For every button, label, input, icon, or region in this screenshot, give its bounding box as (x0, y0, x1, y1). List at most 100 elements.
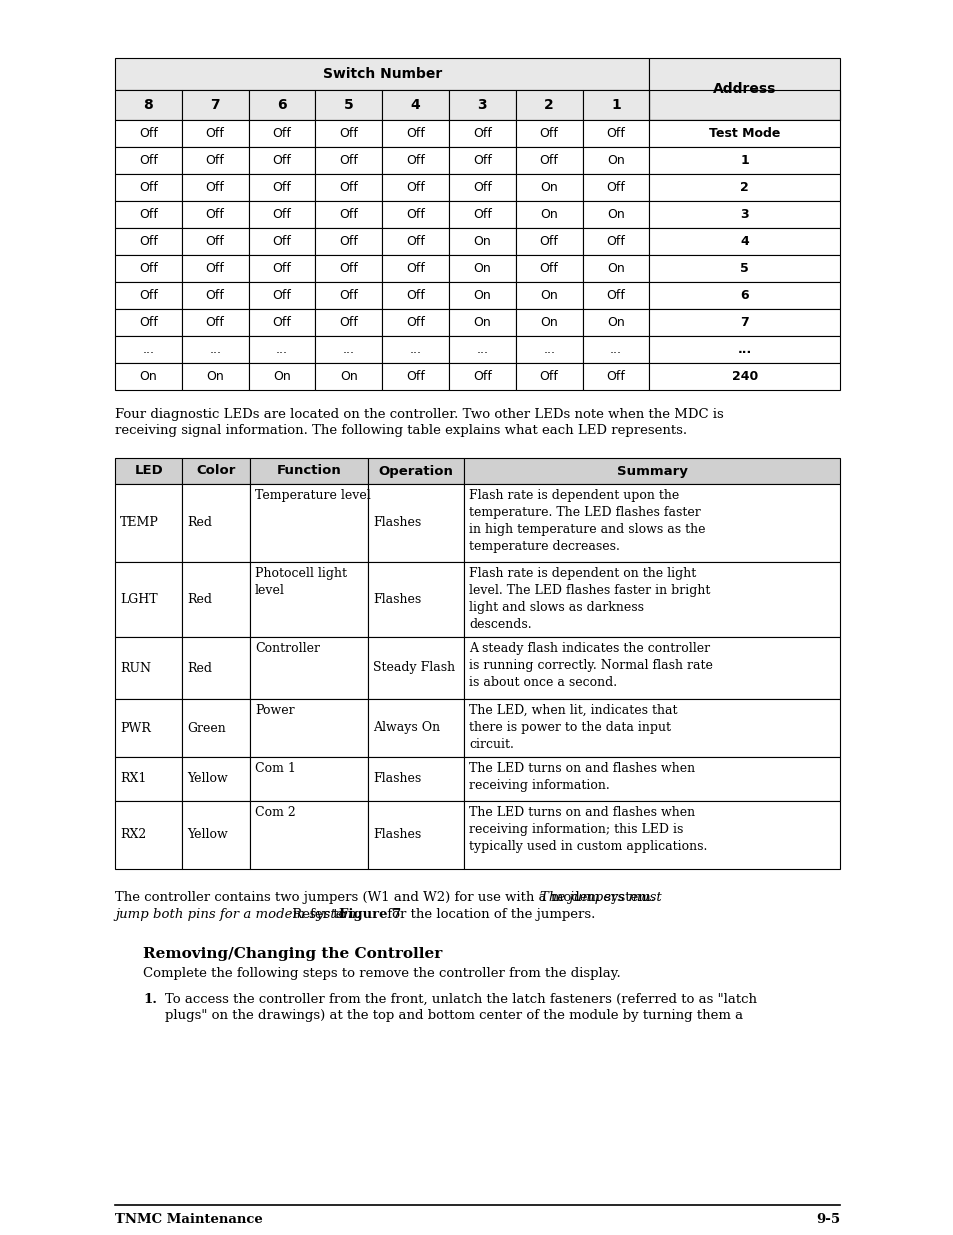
Text: 7: 7 (211, 98, 220, 112)
Text: ...: ... (409, 343, 421, 356)
Bar (382, 228, 449, 254)
Text: Off: Off (406, 207, 424, 221)
Bar (182, 120, 249, 147)
Text: Off: Off (339, 316, 357, 329)
Text: LGHT: LGHT (120, 593, 157, 606)
Text: On: On (606, 207, 624, 221)
Bar (115, 637, 182, 699)
Bar (582, 174, 649, 201)
Bar (516, 363, 582, 390)
Bar (115, 484, 182, 562)
Text: Off: Off (606, 127, 625, 140)
Text: On: On (539, 182, 558, 194)
Bar (382, 309, 449, 336)
Text: To access the controller from the front, unlatch the latch fasteners (referred t: To access the controller from the front,… (165, 993, 757, 1007)
Text: RX2: RX2 (120, 829, 146, 841)
Bar (516, 228, 582, 254)
Bar (582, 282, 649, 309)
Bar (249, 309, 315, 336)
Bar (182, 282, 249, 309)
Bar (249, 90, 315, 120)
Bar (449, 363, 516, 390)
Text: Off: Off (139, 207, 157, 221)
Bar (649, 363, 840, 390)
Bar (382, 174, 449, 201)
Text: The jumpers must: The jumpers must (539, 890, 661, 904)
Bar (249, 174, 315, 201)
Bar (182, 147, 249, 174)
Text: ...: ... (476, 343, 488, 356)
Text: Off: Off (206, 154, 224, 167)
Text: Off: Off (539, 370, 558, 383)
Text: jump both pins for a modem system.: jump both pins for a modem system. (115, 908, 360, 921)
Bar (649, 90, 840, 120)
Text: Four diagnostic LEDs are located on the controller. Two other LEDs note when the: Four diagnostic LEDs are located on the … (115, 408, 723, 421)
Text: Off: Off (406, 235, 424, 248)
Text: Off: Off (206, 235, 224, 248)
Bar (649, 120, 840, 147)
Bar (250, 458, 368, 484)
Bar (449, 120, 516, 147)
Bar (315, 254, 382, 282)
Text: Flash rate is dependent on the light
level. The LED flashes faster in bright
lig: Flash rate is dependent on the light lev… (469, 567, 710, 631)
Bar (649, 174, 840, 201)
Text: On: On (539, 316, 558, 329)
Text: Off: Off (406, 370, 424, 383)
Text: Off: Off (473, 207, 491, 221)
Bar (516, 90, 582, 120)
Bar (582, 147, 649, 174)
Bar (115, 802, 182, 869)
Text: Color: Color (196, 464, 235, 478)
Text: Off: Off (406, 316, 424, 329)
Text: RUN: RUN (120, 662, 151, 674)
Bar (249, 336, 315, 363)
Bar (182, 90, 249, 120)
Text: Temperature level: Temperature level (254, 489, 370, 501)
Bar (382, 120, 449, 147)
Text: On: On (206, 370, 224, 383)
Text: Removing/Changing the Controller: Removing/Changing the Controller (143, 947, 442, 961)
Text: Off: Off (339, 154, 357, 167)
Bar (464, 757, 840, 802)
Bar (382, 201, 449, 228)
Text: Off: Off (339, 235, 357, 248)
Bar (464, 699, 840, 757)
Text: Off: Off (206, 316, 224, 329)
Bar (449, 174, 516, 201)
Text: Off: Off (139, 127, 157, 140)
Bar (368, 699, 464, 757)
Text: 1: 1 (740, 154, 748, 167)
Bar (115, 58, 649, 90)
Text: Photocell light
level: Photocell light level (254, 567, 347, 597)
Bar (516, 174, 582, 201)
Bar (516, 254, 582, 282)
Bar (182, 484, 250, 562)
Text: Operation: Operation (378, 464, 454, 478)
Bar (449, 147, 516, 174)
Text: Refer to: Refer to (288, 908, 351, 921)
Bar (182, 802, 250, 869)
Bar (368, 637, 464, 699)
Text: Always On: Always On (373, 721, 439, 735)
Text: On: On (606, 154, 624, 167)
Text: Off: Off (539, 262, 558, 275)
Text: Off: Off (273, 316, 291, 329)
Text: 5: 5 (740, 262, 748, 275)
Bar (382, 363, 449, 390)
Text: 1.: 1. (143, 993, 157, 1007)
Text: Off: Off (473, 370, 491, 383)
Text: Off: Off (473, 127, 491, 140)
Text: 1: 1 (611, 98, 620, 112)
Bar (250, 757, 368, 802)
Text: Com 1: Com 1 (254, 762, 295, 776)
Text: LED: LED (134, 464, 163, 478)
Text: Off: Off (273, 127, 291, 140)
Bar (582, 363, 649, 390)
Text: Off: Off (406, 289, 424, 303)
Text: Off: Off (273, 235, 291, 248)
Text: Figure 7: Figure 7 (339, 908, 401, 921)
Bar (115, 254, 182, 282)
Text: The LED turns on and flashes when
receiving information.: The LED turns on and flashes when receiv… (469, 762, 695, 792)
Text: Off: Off (473, 182, 491, 194)
Text: Off: Off (606, 289, 625, 303)
